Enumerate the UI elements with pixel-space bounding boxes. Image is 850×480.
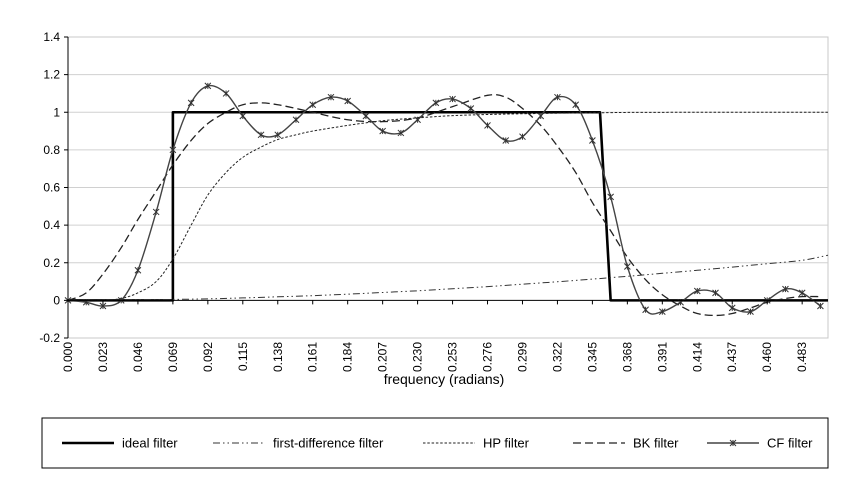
x-tick-label: 0.207 [376,342,390,372]
x-tick-label: 0.299 [515,342,529,372]
x-tick-label: 0.230 [411,342,425,372]
series-point-cf-filter [502,137,510,144]
y-tick-label: -0.2 [39,331,60,345]
series-point-cf-filter [624,263,631,270]
series-point-cf-filter [658,308,666,316]
legend-entry-hp-filter: HP filter [423,436,530,451]
series-point-cf-filter [239,112,247,120]
y-tick-label: 0.4 [43,218,60,232]
series-point-cf-filter [572,101,580,109]
series-point-cf-filter [747,308,754,316]
series-point-cf-filter [257,131,265,139]
series-point-cf-filter [484,122,491,129]
series-point-cf-filter [169,146,177,154]
series-point-cf-filter [187,99,195,107]
legend-label: first-difference filter [273,436,384,451]
series-point-cf-filter [414,116,421,124]
series-point-cf-filter [467,105,475,112]
series-point-cf-filter [152,208,160,216]
y-axis: -0.2 0 0.2 0.4 0.6 0.8 1 1.2 1.4 [39,30,69,345]
y-tick-label: 1 [53,105,60,119]
x-axis: 0.000 0.023 0.046 0.069 0.092 0.115 0.138 0.161… [61,299,828,372]
legend: ideal filter first-difference filter HP fi… [41,417,829,469]
x-tick-label: 0.391 [655,342,669,372]
series-line-ideal-filter [68,110,828,302]
series-point-cf-filter [134,266,142,274]
series-line-bk-filter [67,93,821,317]
series-point-cf-filter [292,116,300,124]
series-point-cf-filter [554,93,561,101]
series-line-hp-filter [67,111,828,301]
x-tick-label: 0.345 [585,342,599,372]
plot-area [64,36,829,339]
x-tick-label: 0.322 [550,342,564,372]
x-tick-label: 0.115 [236,342,250,371]
x-tick-label: 0.368 [620,342,634,372]
y-tick-label: 0 [53,293,60,307]
series-point-cf-filter [327,93,335,101]
x-tick-label: 0.046 [131,342,145,372]
series-point-cf-filter [817,302,824,310]
x-tick-label: 0.138 [271,342,285,372]
legend-entry-ideal-filter: ideal filter [62,436,178,451]
x-tick-label: 0.184 [341,342,355,372]
x-tick-label: 0.483 [795,342,809,372]
series-point-cf-filter [712,289,719,297]
series-point-cf-filter [589,137,596,144]
series-point-cf-filter [222,90,230,97]
legend-entry-first-difference-filter: first-difference filter [213,436,384,451]
y-tick-label: 0.8 [43,143,60,157]
series-line-first-difference-filter [67,254,829,301]
x-tick-label: 0.437 [725,342,739,372]
series-point-cf-filter [782,285,789,293]
y-tick-label: 0.6 [43,181,60,195]
series-point-cf-filter [344,97,352,105]
x-axis-title: frequency (radians) [384,371,505,387]
legend-box [41,417,829,469]
x-tick-label: 0.276 [481,342,495,372]
series-point-cf-filter [379,127,386,135]
series-point-cf-filter [519,133,526,141]
legend-label: ideal filter [122,436,178,451]
series-line-cf-filter [67,84,821,315]
series-point-cf-filter [274,131,282,139]
series-point-cf-filter [693,287,701,295]
x-tick-label: 0.414 [690,342,704,372]
x-tick-label: 0.460 [760,342,774,372]
legend-label: CF filter [767,436,813,451]
y-tick-label: 0.2 [43,256,60,270]
series-point-cf-filter [728,304,736,312]
y-tick-label: 1.4 [43,30,60,44]
x-tick-label: 0.161 [306,342,320,372]
x-tick-label: 0.069 [166,342,180,372]
series-point-cf-filter [362,112,370,120]
legend-entry-cf-filter: CF filter [707,436,813,451]
x-tick-label: 0.092 [201,342,215,372]
series-point-cf-filter [607,193,614,201]
x-tick-label: 0.023 [96,342,110,372]
y-tick-label: 1.2 [43,68,60,82]
series-point-cf-filter [204,82,212,90]
series-point-cf-filter [537,112,545,120]
legend-label: HP filter [483,436,530,451]
series-point-cf-filter [309,101,317,109]
series-point-cf-filter [642,306,649,314]
series-point-cf-filter [449,95,456,103]
legend-entry-bk-filter: BK filter [573,436,679,451]
legend-label: BK filter [633,436,679,451]
legend-marker [729,439,737,447]
series-point-cf-filter [397,129,405,137]
series-point-cf-filter [432,99,440,107]
x-tick-label: 0.253 [446,342,460,372]
x-tick-label: 0.000 [61,342,75,372]
series-point-cf-filter [798,289,806,297]
